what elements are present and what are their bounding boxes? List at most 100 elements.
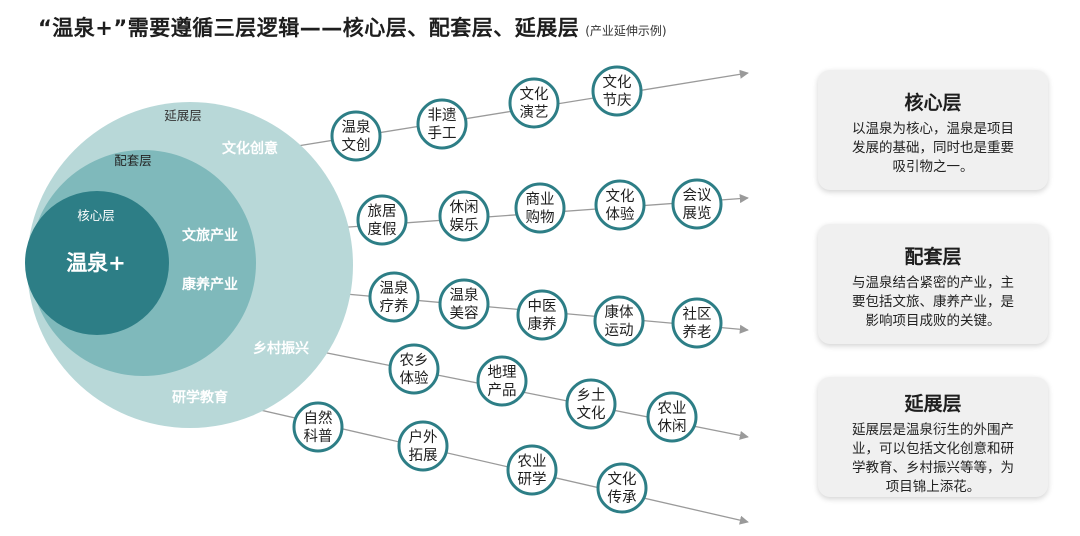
topic-node-text: 购物 <box>526 209 555 226</box>
topic-node-circle <box>593 295 645 347</box>
topic-node-text: 社区 <box>683 306 712 323</box>
topic-node-text: 休闲 <box>658 418 687 435</box>
card-title: 延展层 <box>904 393 962 415</box>
topic-node-text: 展览 <box>683 205 712 222</box>
topic-node-text: 康养 <box>528 316 557 333</box>
card-description-line: 以温泉为核心，温泉是项目 <box>852 121 1014 137</box>
card-description-line: 影响项目成败的关键。 <box>865 313 1001 329</box>
topic-node-text: 旅居 <box>368 203 397 220</box>
card-title: 配套层 <box>904 246 962 268</box>
topic-node-text: 文化 <box>520 86 549 103</box>
card-description-line: 延展层是温泉衍生的外围产 <box>852 422 1014 438</box>
card-description: 以温泉为核心，温泉是项目 发展的基础，同时也是重要 吸引物之一。 <box>828 120 1038 177</box>
topic-node-text: 美容 <box>450 305 479 322</box>
topic-node-circle <box>516 289 568 341</box>
topic-node-text: 文创 <box>342 137 371 154</box>
topic-node-circle <box>416 98 468 150</box>
topic-node-circle <box>594 179 646 231</box>
topic-node-text: 演艺 <box>520 104 549 121</box>
topic-node-text: 文化 <box>606 188 635 205</box>
topic-node-circle <box>591 65 643 117</box>
topic-node-text: 节庆 <box>603 92 632 109</box>
topic-node-circle <box>506 444 558 496</box>
card-description-line: 业，可以包括文化创意和研 <box>852 441 1014 457</box>
card-description-line: 项目锦上添花。 <box>885 479 981 495</box>
topic-node-text: 温泉 <box>342 119 371 136</box>
page-title: “温泉+”需要遵循三层逻辑——核心层、配套层、延展层 (产业延伸示例) <box>38 12 667 42</box>
topic-node-text: 运动 <box>605 322 634 339</box>
layer-description-card: 配套层与温泉结合紧密的产业，主 要包括文旅、康养产业，是 影响项目成败的关键。 <box>818 224 1048 344</box>
topic-node-circle <box>438 278 490 330</box>
topic-node-circle <box>476 355 528 407</box>
topic-node-text: 产品 <box>488 382 517 399</box>
topic-node-text: 拓展 <box>409 447 438 464</box>
branch-label: 文旅产业 <box>182 227 238 244</box>
topic-node-text: 文化 <box>608 471 637 488</box>
topic-node-circle <box>565 378 617 430</box>
topic-node-text: 手工 <box>428 125 457 142</box>
topic-node-text: 研学 <box>518 471 547 488</box>
topic-node-text: 温泉 <box>380 280 409 297</box>
topic-node-text: 养老 <box>683 324 712 341</box>
topic-node-text: 娱乐 <box>450 217 479 234</box>
topic-node-circle <box>368 271 420 323</box>
topic-node-text: 文化 <box>577 405 606 422</box>
topic-node-circle <box>671 297 723 349</box>
topic-node-text: 温泉 <box>450 287 479 304</box>
topic-node-text: 体验 <box>400 370 429 387</box>
topic-node-text: 非遗 <box>428 107 457 124</box>
topic-node-circle <box>671 178 723 230</box>
card-description: 延展层是温泉衍生的外围产 业，可以包括文化创意和研 学教育、乡村振兴等等，为 项目锦上… <box>828 421 1038 497</box>
topic-node-text: 传承 <box>608 489 637 506</box>
outer-layer-label: 延展层 <box>164 108 202 123</box>
topic-node-text: 中医 <box>528 298 557 315</box>
branch-label: 文化创意 <box>222 140 278 157</box>
topic-node-text: 农乡 <box>400 352 429 369</box>
layer-description-card: 延展层延展层是温泉衍生的外围产 业，可以包括文化创意和研 学教育、乡村振兴等等，为项… <box>818 377 1048 497</box>
card-description-line: 吸引物之一。 <box>892 159 974 175</box>
topic-node-circle <box>388 343 440 395</box>
topic-node-text: 度假 <box>368 221 397 238</box>
topic-node-circle <box>646 391 698 443</box>
topic-node-text: 科普 <box>304 428 333 445</box>
topic-node-text: 农业 <box>658 400 687 417</box>
topic-node-text: 商业 <box>526 191 555 208</box>
card-description: 与温泉结合紧密的产业，主 要包括文旅、康养产业，是 影响项目成败的关键。 <box>828 274 1038 331</box>
inner-layer-circle <box>25 191 169 335</box>
middle-layer-label: 配套层 <box>114 153 152 168</box>
topic-node-circle <box>330 110 382 162</box>
topic-node-circle <box>438 190 490 242</box>
topic-node-text: 文化 <box>603 74 632 91</box>
topic-node-text: 自然 <box>304 410 333 427</box>
topic-node-circle <box>596 462 648 514</box>
topic-node-circle <box>514 182 566 234</box>
topic-node-text: 乡土 <box>577 387 606 404</box>
topic-node-circle <box>356 194 408 246</box>
center-text: 温泉+ <box>66 251 126 275</box>
topic-node-text: 会议 <box>683 187 712 204</box>
topic-node-text: 体验 <box>606 206 635 223</box>
topic-node-text: 休闲 <box>450 199 479 216</box>
branch-label: 康养产业 <box>182 276 238 293</box>
card-description-line: 要包括文旅、康养产业，是 <box>852 294 1014 310</box>
card-title: 核心层 <box>904 92 962 114</box>
inner-layer-label: 核心层 <box>77 208 115 223</box>
